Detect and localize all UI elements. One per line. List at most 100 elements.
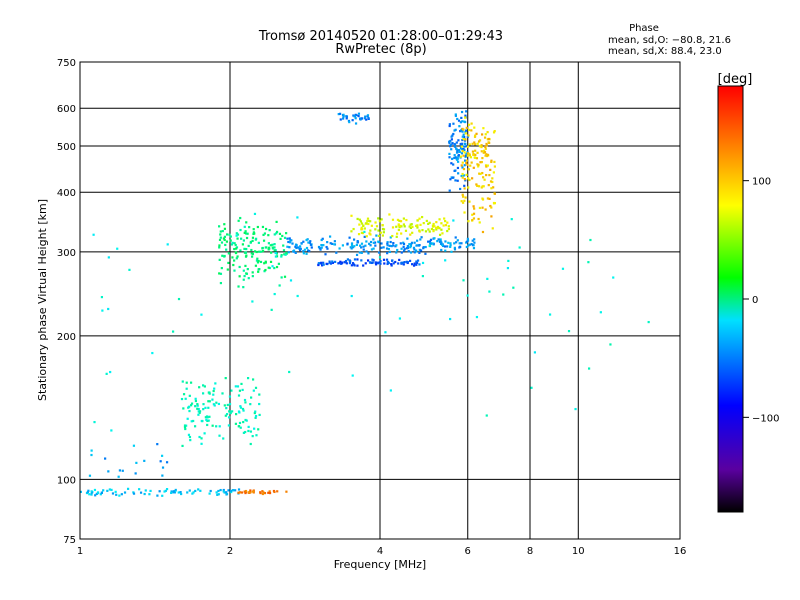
echo-point	[219, 233, 222, 236]
echo-point	[397, 228, 400, 232]
echo-point	[351, 374, 354, 377]
echo-point	[459, 155, 463, 158]
echo-point	[472, 212, 476, 215]
echo-point	[118, 494, 121, 497]
echo-point	[367, 116, 370, 120]
echo-point	[257, 428, 260, 431]
echo-point	[471, 219, 474, 222]
echo-point	[239, 249, 242, 252]
echo-point	[338, 247, 341, 250]
echo-point	[188, 489, 191, 492]
echo-point	[160, 454, 164, 457]
echo-point	[386, 244, 389, 247]
echo-point	[417, 244, 420, 247]
echo-point	[483, 151, 487, 154]
echo-point	[491, 180, 494, 184]
echo-point	[400, 232, 403, 235]
echo-point	[461, 149, 464, 153]
echo-point	[211, 398, 214, 401]
echo-point	[377, 262, 380, 265]
echo-point	[237, 219, 240, 222]
echo-point	[374, 221, 377, 224]
echo-point	[413, 248, 416, 251]
echo-point	[444, 224, 448, 227]
echo-point	[320, 246, 323, 249]
echo-point	[371, 258, 374, 261]
echo-point	[308, 241, 311, 244]
echo-point	[365, 250, 368, 253]
echo-point	[263, 270, 266, 273]
echo-point	[416, 239, 419, 242]
echo-point	[467, 186, 470, 189]
echo-point	[449, 178, 452, 181]
echo-point	[481, 156, 484, 160]
echo-point	[101, 309, 104, 312]
echo-point	[250, 252, 253, 255]
y-tick-label: 200	[57, 332, 76, 343]
echo-point	[320, 243, 323, 247]
echo-point	[377, 234, 381, 238]
echo-point	[464, 196, 467, 199]
echo-point	[458, 150, 461, 153]
echo-point	[185, 387, 188, 390]
echo-point	[242, 420, 245, 424]
echo-point	[447, 225, 450, 228]
echo-point	[466, 294, 469, 297]
echo-point	[236, 233, 240, 236]
echo-point	[358, 218, 361, 221]
y-tick-label: 500	[57, 142, 76, 153]
echo-point	[230, 389, 233, 392]
echo-point	[238, 421, 242, 425]
echo-point	[435, 226, 438, 229]
chart-title: Tromsø 20140520 01:28:00–01:29:43	[258, 29, 503, 44]
echo-point	[200, 437, 203, 440]
echo-point	[164, 489, 167, 492]
echo-point	[200, 419, 203, 423]
echo-point	[354, 122, 358, 125]
echo-point	[192, 491, 195, 494]
echo-point	[463, 135, 466, 139]
echo-point	[233, 247, 236, 251]
x-tick-label: 10	[572, 546, 585, 557]
echo-point	[278, 232, 282, 235]
echo-point	[161, 474, 164, 477]
echo-point	[479, 161, 482, 164]
echo-point	[224, 376, 227, 380]
echo-point	[388, 213, 391, 216]
echo-point	[338, 261, 341, 265]
echo-point	[462, 133, 465, 136]
echo-point	[471, 142, 474, 145]
echo-point	[256, 257, 259, 260]
echo-point	[285, 490, 288, 493]
echo-point	[295, 246, 298, 250]
echo-point	[321, 237, 324, 240]
echo-point	[425, 219, 428, 223]
echo-point	[360, 117, 363, 120]
echo-point	[490, 187, 493, 190]
echo-point	[444, 219, 447, 223]
echo-point	[228, 402, 232, 406]
echo-point	[487, 137, 490, 141]
echo-point	[400, 247, 403, 250]
echo-point	[284, 253, 287, 256]
echo-point	[273, 292, 276, 296]
echo-point	[251, 271, 254, 274]
echo-point	[462, 128, 465, 131]
echo-point	[189, 404, 193, 407]
echo-point	[121, 469, 124, 472]
echo-point	[143, 492, 146, 496]
echo-point	[179, 491, 182, 494]
echo-point	[245, 419, 248, 422]
echo-point	[240, 491, 244, 494]
echo-point	[234, 422, 238, 425]
echo-point	[281, 234, 284, 238]
echo-point	[238, 491, 241, 494]
echo-point	[111, 492, 115, 495]
echo-point	[194, 489, 197, 493]
echo-point	[123, 491, 127, 494]
echo-point	[187, 433, 191, 436]
echo-point	[251, 378, 255, 381]
echo-point	[263, 232, 267, 235]
echo-point	[457, 154, 460, 157]
echo-point	[460, 116, 463, 120]
